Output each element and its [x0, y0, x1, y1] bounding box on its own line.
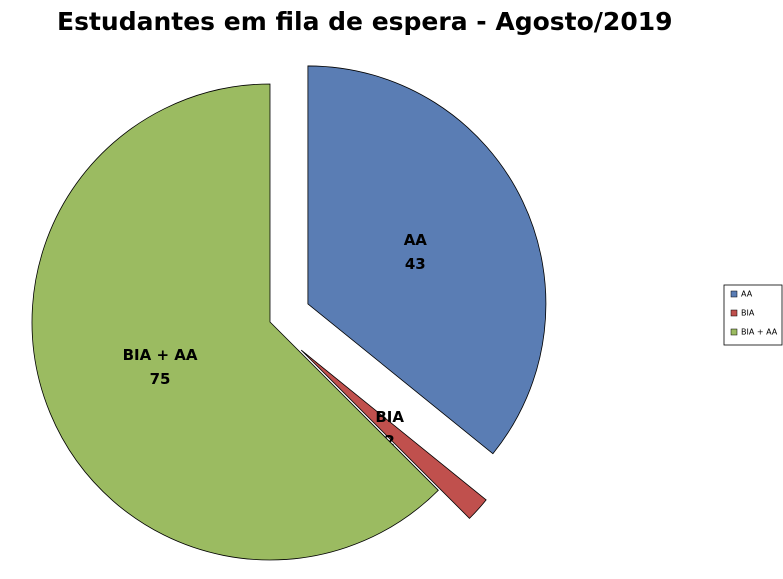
slice-label: AA — [404, 231, 428, 249]
slice-label: BIA + AA — [123, 346, 198, 364]
pie-slice — [307, 65, 547, 455]
legend-swatch — [730, 290, 738, 298]
legend-label: BIA + AA — [741, 328, 778, 337]
slice-value: 75 — [150, 370, 171, 388]
slice-value: 43 — [405, 255, 426, 273]
chart-title: Estudantes em fila de espera - Agosto/20… — [57, 7, 673, 36]
legend-swatch — [730, 328, 738, 336]
pie-slice — [31, 83, 439, 561]
legend-label: AA — [741, 290, 753, 299]
legend-swatch — [730, 309, 738, 317]
slice-label: BIA — [375, 408, 404, 426]
legend-label: BIA — [741, 309, 755, 318]
pie-slice — [300, 349, 487, 519]
